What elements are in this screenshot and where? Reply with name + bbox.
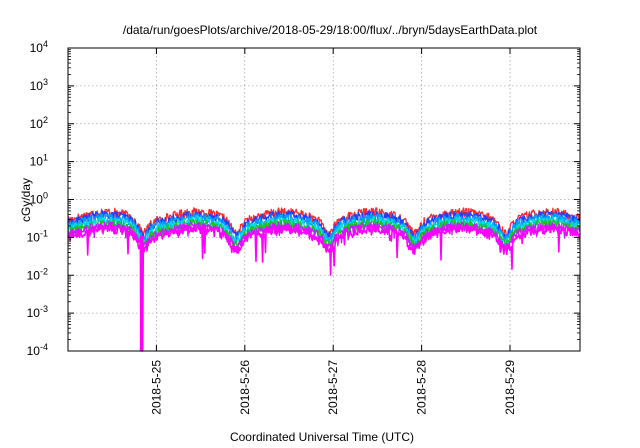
x-tick-label: 2018-5-26 [238,360,252,415]
x-axis-label: Coordinated Universal Time (UTC) [230,430,414,444]
y-axis: 10-4 10-3 10-2 10-1 100 101 102 103 104 [27,39,580,358]
series-dropout-spike [139,235,144,351]
y-tick-label: 100 [30,191,48,207]
series-line [67,224,581,352]
y-tick-label: 10-2 [27,266,48,282]
series-line [67,216,581,247]
x-axis: 2018-5-25 2018-5-26 2018-5-27 2018-5-28 2018… [149,48,517,415]
y-tick-label: 10-1 [27,228,48,244]
y-tick-label: 101 [30,153,48,169]
y-tick-label: 104 [30,39,48,55]
series-group [67,207,581,352]
chart-title: /data/run/goesPlots/archive/2018-05-29/1… [123,23,538,37]
y-tick-label: 10-4 [27,342,48,358]
x-tick-label: 2018-5-25 [149,360,163,415]
grid-lines [68,48,580,351]
y-tick-label: 103 [30,77,48,93]
x-tick-label: 2018-5-29 [503,360,517,415]
x-tick-label: 2018-5-28 [415,360,429,415]
y-tick-label: 102 [30,115,48,131]
y-axis-label: cGy/day [19,178,33,222]
x-tick-label: 2018-5-27 [326,360,340,415]
y-tick-label: 10-3 [27,304,48,320]
